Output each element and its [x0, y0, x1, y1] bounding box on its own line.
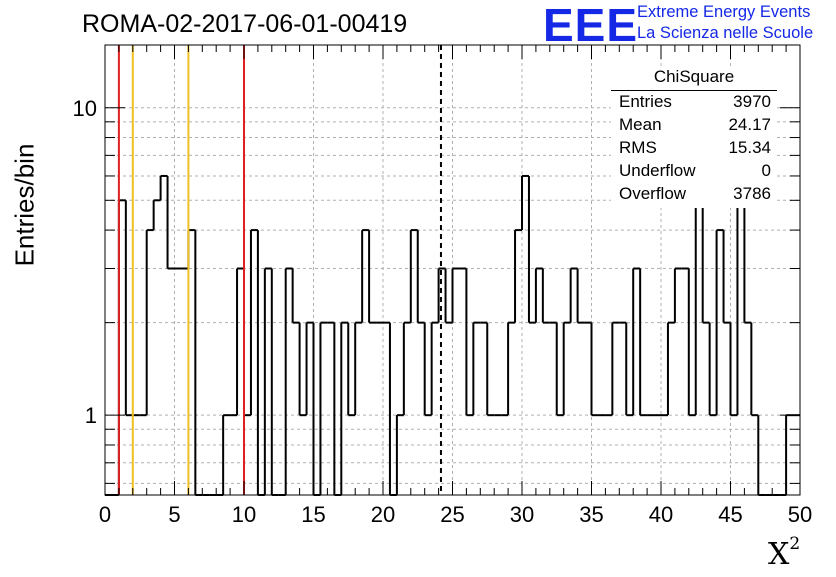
stats-label: Mean — [619, 115, 662, 134]
stats-value: 0 — [761, 161, 771, 180]
x-axis-label-superscript: 2 — [789, 534, 801, 554]
grid — [105, 45, 800, 495]
x-tick-label: 45 — [718, 502, 742, 527]
x-tick-label: 25 — [440, 502, 464, 527]
stats-label: RMS — [619, 138, 657, 157]
stats-value: 3970 — [733, 92, 771, 111]
stats-title: ChiSquare — [653, 67, 735, 86]
stats-value: 3786 — [733, 184, 771, 203]
stats-label: Entries — [619, 92, 672, 111]
stats-label: Underflow — [619, 161, 696, 180]
x-axis-label: X2 — [768, 534, 801, 572]
chart-title: ROMA-02-2017-06-01-00419 — [82, 10, 408, 38]
stats-label: Overflow — [619, 184, 687, 203]
x-tick-label: 35 — [579, 502, 603, 527]
x-tick-label: 0 — [99, 502, 111, 527]
reference-lines — [117, 45, 442, 495]
stats-divider — [611, 90, 777, 91]
x-tick-label: 5 — [168, 502, 180, 527]
y-tick-label: 10 — [73, 96, 97, 121]
x-tick-label: 50 — [788, 502, 812, 527]
axis-ticks: 0 5 10 15 20 25 30 35 40 45 50 1 10 — [73, 45, 812, 527]
x-tick-label: 15 — [301, 502, 325, 527]
stats-box: ChiSquare Entries 3970 Mean 24.17 RMS 15… — [611, 66, 777, 208]
stats-value: 24.17 — [728, 115, 771, 134]
y-axis-label: Entries/bin — [9, 143, 40, 267]
x-tick-label: 10 — [232, 502, 256, 527]
x-tick-label: 30 — [510, 502, 534, 527]
x-tick-label: 20 — [371, 502, 395, 527]
stats-value: 15.34 — [728, 138, 771, 157]
logo-tagline-2: La Scienza nelle Scuole — [637, 24, 814, 42]
y-axis-label-box: Entries/bin — [5, 110, 45, 300]
x-tick-label: 40 — [649, 502, 673, 527]
y-tick-label: 1 — [85, 403, 97, 428]
logo-tagline-1: Extreme Energy Events — [637, 3, 811, 21]
eee-logo: EEE — [543, 0, 639, 51]
x-axis-label-text: X — [768, 537, 790, 572]
